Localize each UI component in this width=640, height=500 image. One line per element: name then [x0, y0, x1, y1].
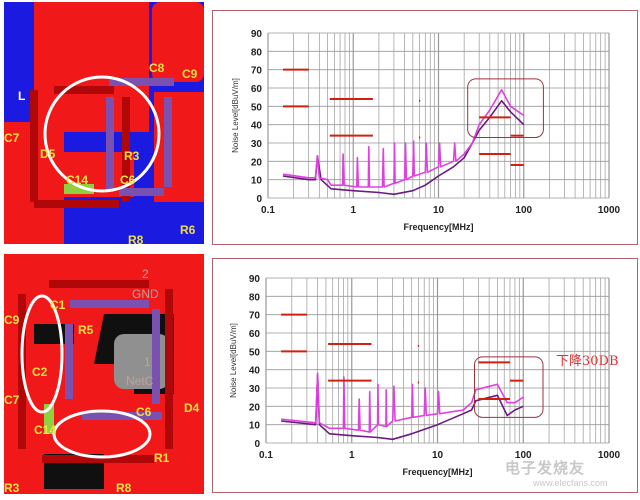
- ref-label: R3: [124, 149, 140, 163]
- y-tick-label: 50: [251, 102, 263, 113]
- y-tick-label: 70: [249, 311, 261, 322]
- emi-chart-after: 0 10 20 30 40 50 60 70 80 90 0.1 1 10 100 1000 Frequenc…: [212, 258, 638, 493]
- highlight-region-box: [467, 78, 544, 139]
- ref-label: NetC: [126, 374, 154, 388]
- reduction-annotation: 下降30DB: [556, 354, 619, 369]
- series-line-light: [282, 89, 525, 188]
- ref-label: R6: [180, 223, 196, 237]
- x-tick-label: 1: [349, 450, 355, 461]
- x-tick-label: 100: [515, 205, 532, 216]
- ref-label: L: [18, 89, 25, 103]
- ref-label: C9: [182, 67, 198, 81]
- copper-pour: [152, 2, 204, 82]
- y-tick-label: 20: [249, 402, 261, 413]
- emi-chart-before: 0 10 20 30 40 50 60 70 80 90 0.1 1 10 100 1000 Frequenc…: [212, 10, 638, 245]
- ground-void: [34, 324, 74, 344]
- y-tick-label: 30: [249, 384, 261, 395]
- y-tick-label: 80: [251, 47, 263, 58]
- x-tick-label: 10: [433, 205, 445, 216]
- current-loop-purple-arrows: [106, 78, 174, 196]
- ref-label: 2: [142, 267, 149, 281]
- y-tick-label: 30: [251, 139, 263, 150]
- y-tick-label: 40: [251, 121, 263, 132]
- chart-svg: 0 10 20 30 40 50 60 70 80 90 0.1 1 10 100 1000 Frequenc…: [229, 274, 621, 477]
- component-c14: [44, 404, 54, 434]
- watermark-brand: 电子发烧友: [505, 460, 586, 477]
- highlight-ellipse: [43, 75, 161, 193]
- ref-label: D5: [40, 147, 56, 161]
- ref-label: C6: [120, 173, 136, 187]
- y-tick-label: 0: [254, 439, 260, 450]
- pcb-bottom-drawing: C9 C1 R5 C2 C7 2 GND 1 NetC D4 C6 R1 R3 …: [4, 267, 200, 494]
- y-tick-label: 90: [249, 274, 261, 285]
- ref-label: R1: [154, 451, 170, 465]
- x-tick-label: 1: [350, 205, 356, 216]
- ref-label: C14: [34, 423, 56, 437]
- highlight-ellipse: [52, 409, 152, 459]
- ref-label: C14: [66, 173, 88, 187]
- chart-svg: 0 10 20 30 40 50 60 70 80 90 0.1 1 10 100 1000 Frequenc…: [231, 29, 621, 232]
- ref-label: C2: [32, 365, 48, 379]
- ref-label: C7: [4, 131, 20, 145]
- y-tick-label: 90: [251, 29, 263, 40]
- ref-label: R5: [78, 323, 94, 337]
- pcb-layout-top: C8 C9 L C7 D5 C14 C6 R3 R6 R8: [4, 2, 204, 244]
- x-tick-label: 1000: [598, 450, 621, 461]
- current-loop-purple-arrows: [65, 300, 162, 420]
- pcb-bottom-labels: C9 C1 R5 C2 C7 2 GND 1 NetC D4 C6 R1 R3 …: [4, 267, 200, 494]
- ref-label: C7: [4, 393, 20, 407]
- ref-label: C9: [4, 313, 20, 327]
- y-tick-label: 80: [249, 292, 261, 303]
- y-tick-label: 20: [251, 157, 263, 168]
- x-tick-label: 1000: [598, 205, 621, 216]
- y-tick-label: 10: [249, 421, 261, 432]
- highlight-ellipse: [20, 294, 64, 414]
- highlight-region-box: [473, 356, 544, 418]
- copper-pour: [34, 2, 149, 132]
- y-tick-label: 10: [251, 176, 263, 187]
- y-tick-label: 0: [256, 194, 262, 205]
- pcb-top-drawing: C8 C9 L C7 D5 C14 C6 R3 R6 R8: [4, 2, 204, 244]
- y-tick-label: 70: [251, 66, 263, 77]
- x-tick-label: 0.1: [259, 450, 273, 461]
- ref-label: GND: [132, 287, 159, 301]
- y-tick-label: 40: [249, 366, 261, 377]
- ref-label: C1: [50, 298, 66, 312]
- ref-label: R8: [116, 481, 132, 494]
- ref-label: 1: [144, 355, 151, 369]
- x-axis-label: Frequency[MHz]: [402, 467, 472, 477]
- ref-label: D4: [184, 401, 200, 415]
- x-tick-label: 0.1: [261, 205, 275, 216]
- ref-label: R8: [128, 233, 144, 244]
- x-tick-label: 100: [515, 450, 532, 461]
- x-axis-label: Frequency[MHz]: [403, 222, 473, 232]
- copper-pour: [154, 92, 204, 202]
- y-axis-label: Noise Level[dBuV/m]: [229, 323, 238, 398]
- y-tick-label: 60: [249, 329, 261, 340]
- ref-label: C8: [149, 61, 165, 75]
- watermark-url: www.elecfans.com: [533, 478, 608, 488]
- y-tick-label: 60: [251, 84, 263, 95]
- y-tick-label: 50: [249, 347, 261, 358]
- pcb-layout-bottom: C9 C1 R5 C2 C7 2 GND 1 NetC D4 C6 R1 R3 …: [4, 254, 204, 494]
- component-c14: [64, 184, 94, 194]
- pcb-top-labels: C8 C9 L C7 D5 C14 C6 R3 R6 R8: [4, 61, 198, 244]
- ref-label: R3: [4, 481, 20, 494]
- series-line-light: [281, 372, 524, 433]
- y-axis-label: Noise Level[dBuV/m]: [231, 78, 240, 153]
- ref-label: C6: [136, 405, 152, 419]
- watermark: 电子发烧友 www.elecfans.com: [505, 460, 608, 489]
- x-tick-label: 10: [432, 450, 444, 461]
